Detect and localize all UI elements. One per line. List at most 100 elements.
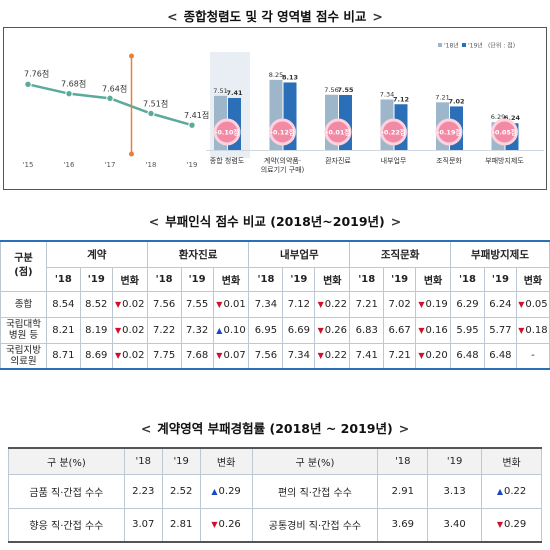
row-label: 국립대학 병원 등: [0, 316, 47, 344]
score-cell: 7.21: [383, 342, 417, 370]
sub-header: '19: [383, 266, 417, 292]
triangle-up-icon: ▲: [211, 486, 218, 496]
triangle-down-icon: ▼: [317, 325, 324, 335]
table-row: 국립지방 의료원 8.71 8.69 ▼0.02 7.75 7.68 ▼0.07 7.56 7.3…: [0, 342, 550, 370]
group-header: 내부업무: [248, 240, 351, 268]
change-badge: [491, 118, 518, 146]
legend-swatch: [438, 43, 442, 47]
score-cell: 7.56: [248, 342, 284, 370]
triangle-down-icon: ▼: [115, 351, 122, 361]
rate-cell: 3.13: [427, 473, 483, 509]
column-header: 구 분(%): [8, 447, 125, 475]
overview-chart-panel: 7.76점 '15 7.68점 '16 7.64점 '17 7.51점 '18 7.41점 '19…: [3, 27, 547, 190]
sub-header: '19: [282, 266, 316, 292]
bar-data-label: 8.13: [282, 73, 298, 81]
change-badge: [435, 118, 463, 146]
score-cell: 6.48: [450, 342, 485, 370]
legend-label: '18년: [444, 42, 459, 50]
score-cell: 7.68: [180, 342, 214, 370]
bar-data-label: 7.12: [393, 95, 409, 103]
score-cell: 6.67: [383, 316, 417, 344]
change-badge: [380, 118, 407, 146]
score-cell: 8.54: [45, 290, 81, 318]
triangle-down-icon: ▼: [518, 325, 525, 335]
score-cell: 7.12: [282, 290, 316, 318]
triangle-down-icon: ▼: [496, 520, 503, 530]
change-badge: [324, 118, 352, 146]
chevron-left-icon: <: [148, 214, 160, 229]
change-cell: ▼0.26: [199, 507, 253, 543]
bar-category-label: 내부업무: [381, 156, 407, 165]
change-badge: [213, 118, 241, 146]
line-x-tick: '16: [64, 161, 75, 169]
line-point: [24, 80, 32, 89]
bar-data-label: 6.29: [491, 113, 505, 121]
section2-title: < 부패인식 점수 비교 (2018년~2019년) >: [148, 214, 402, 229]
line-data-label: 7.51점: [143, 99, 168, 109]
sub-header: 변화: [314, 266, 351, 292]
bar-category-label: 부패방지제도: [485, 156, 524, 165]
change-cell: ▼0.02: [111, 290, 148, 318]
triangle-up-icon: ▲: [216, 325, 223, 335]
sub-header: '19: [79, 266, 113, 292]
bar-category-label: 환자진료: [325, 156, 351, 165]
bar-data-label: 7.02: [448, 97, 464, 105]
bar-data-label: 7.51: [213, 87, 227, 95]
contract-experience-table: 구 분(%) '18'19 변화 구 분(%) '18'19 변화 금품 직·간접 수수 2…: [8, 447, 542, 543]
bar-data-label: 7.55: [337, 86, 354, 94]
score-cell: 5.77: [483, 316, 517, 344]
change-cell: ▼0.16: [415, 316, 452, 344]
change-badge-label: -0.05점: [492, 128, 517, 137]
group-header: 환자진료: [146, 240, 250, 268]
sub-header: '18: [146, 266, 182, 292]
sub-header: '19: [180, 266, 214, 292]
unit-note: (단위 : 점): [488, 42, 515, 50]
chevron-right-icon: >: [398, 421, 410, 436]
category-cell: 편의 직·간접 수수: [251, 473, 379, 509]
score-cell: 7.34: [282, 342, 316, 370]
rate-cell: 3.69: [377, 507, 429, 543]
sub-header: '18: [450, 266, 485, 292]
table-row: 국립대학 병원 등 8.21 8.19 ▼0.02 7.22 7.32 ▲0.10 6.95 6.…: [0, 316, 550, 344]
change-cell: ▲0.29: [199, 473, 253, 509]
change-cell: ▼0.22: [314, 342, 351, 370]
column-header: '19: [427, 447, 483, 475]
legend-label: '19년: [468, 42, 483, 50]
chevron-left-icon: <: [140, 421, 152, 436]
chevron-right-icon: >: [372, 9, 383, 24]
score-cell: 5.95: [450, 316, 485, 344]
score-cell: 7.32: [180, 316, 214, 344]
score-cell: 6.29: [450, 290, 485, 318]
change-badge-label: -0.12점: [270, 128, 295, 137]
triangle-up-icon: ▲: [496, 486, 503, 496]
change-cell: ▼0.07: [212, 342, 250, 370]
score-cell: 8.52: [79, 290, 113, 318]
bar-data-label: 7.21: [435, 93, 449, 101]
triangle-down-icon: ▼: [216, 299, 223, 309]
column-header: 변화: [199, 447, 253, 475]
score-cell: 6.83: [349, 316, 385, 344]
score-cell: 7.55: [180, 290, 214, 318]
change-cell: ▼0.22: [314, 290, 351, 318]
triangle-down-icon: ▼: [115, 299, 122, 309]
column-header: '18: [123, 447, 163, 475]
triangle-down-icon: ▼: [317, 299, 324, 309]
score-cell: 6.24: [483, 290, 517, 318]
triangle-down-icon: ▼: [518, 299, 525, 309]
corruption-perception-table: 구분 (점) 계약 환자진료 내부업무 조직문화 부패방지제도 '18'19 변화 '18'1…: [0, 240, 550, 370]
rate-cell: 2.91: [377, 473, 429, 509]
column-header: '18: [377, 447, 429, 475]
bar-category-label: 종합 청렴도: [210, 156, 245, 165]
divider-dot-bottom: [129, 151, 134, 157]
row-label: 종합: [0, 290, 47, 318]
line-x-tick: '17: [105, 161, 116, 169]
sub-header: '18: [248, 266, 284, 292]
line-x-tick: '19: [187, 161, 198, 169]
line-data-label: 7.41점: [184, 110, 209, 120]
category-cell: 공통경비 직·간접 수수: [251, 507, 379, 543]
chevron-left-icon: <: [167, 9, 178, 24]
change-cell: ▼0.26: [314, 316, 351, 344]
rowhead-line: (점): [14, 267, 33, 279]
table-row: 향응 직·간접 수수 3.07 2.81 ▼0.26 공통경비 직·간접 수수 3.69 3…: [8, 507, 542, 543]
score-cell: 7.21: [349, 290, 385, 318]
